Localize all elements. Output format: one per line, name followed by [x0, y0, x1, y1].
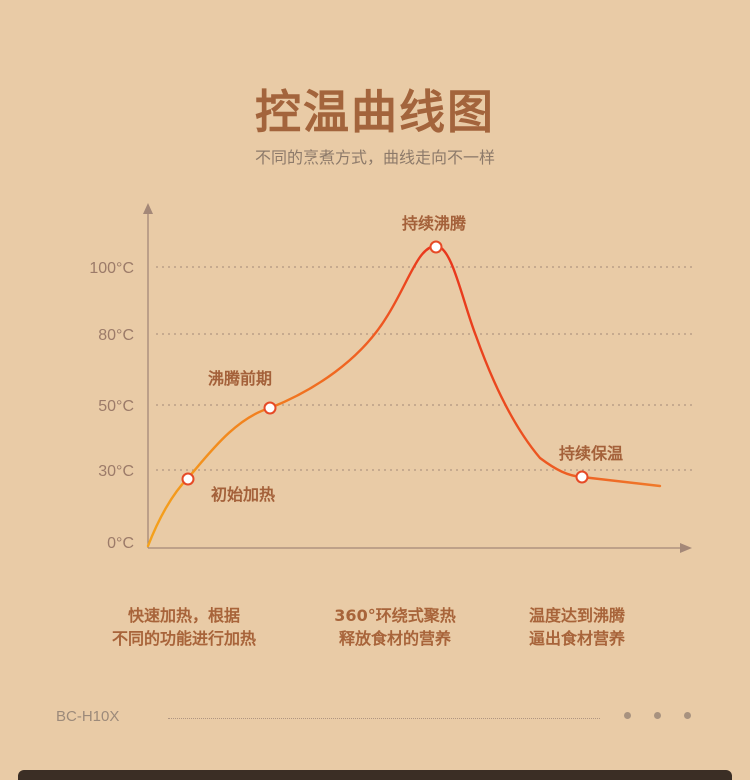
- y-tick-label: 30°C: [98, 463, 134, 480]
- point-marker-keep-warm: [575, 470, 589, 484]
- description-line: 360°环绕式聚热: [334, 606, 456, 625]
- point-label: 持续保温: [559, 444, 623, 463]
- y-tick-label: 80°C: [98, 327, 134, 344]
- y-tick-label: 0°C: [107, 535, 134, 552]
- description-line: 不同的功能进行加热: [111, 629, 256, 648]
- description-line: 释放食材的营养: [338, 629, 451, 648]
- description-boiling: 温度达到沸腾 逼出食材营养: [477, 604, 677, 650]
- description-heating: 快速加热，根据 不同的功能进行加热: [84, 604, 284, 650]
- description-surround-heat: 360°环绕式聚热 释放食材的营养: [295, 604, 495, 650]
- footer-dot: [654, 712, 661, 719]
- page-title: 控温曲线图: [255, 85, 495, 139]
- model-number: BC-H10X: [56, 708, 120, 725]
- temperature-chart: 100°C 80°C 50°C 30°C 0°C 初始加热 沸腾前期 持续沸腾 …: [89, 203, 696, 553]
- gridlines: [156, 266, 696, 471]
- page-subtitle: 不同的烹煮方式，曲线走向不一样: [254, 148, 495, 167]
- y-tick-label: 100°C: [89, 260, 134, 277]
- point-marker-boiling: [429, 240, 443, 254]
- y-tick-label: 50°C: [98, 398, 134, 415]
- y-axis-arrow: [143, 203, 153, 214]
- point-marker-initial-heating: [181, 472, 195, 486]
- description-line: 快速加热，根据: [127, 606, 240, 625]
- footer-dot: [684, 712, 691, 719]
- bottom-image-strip: [18, 770, 732, 780]
- point-marker-pre-boil: [263, 401, 277, 415]
- point-label: 持续沸腾: [402, 214, 467, 233]
- point-label: 初始加热: [211, 485, 275, 504]
- x-axis-arrow: [680, 543, 692, 553]
- footer-dot: [624, 712, 631, 719]
- footer-dotted-line: [168, 718, 600, 719]
- description-line: 温度达到沸腾: [528, 606, 625, 625]
- point-label: 沸腾前期: [208, 369, 272, 388]
- description-line: 逼出食材营养: [528, 629, 625, 648]
